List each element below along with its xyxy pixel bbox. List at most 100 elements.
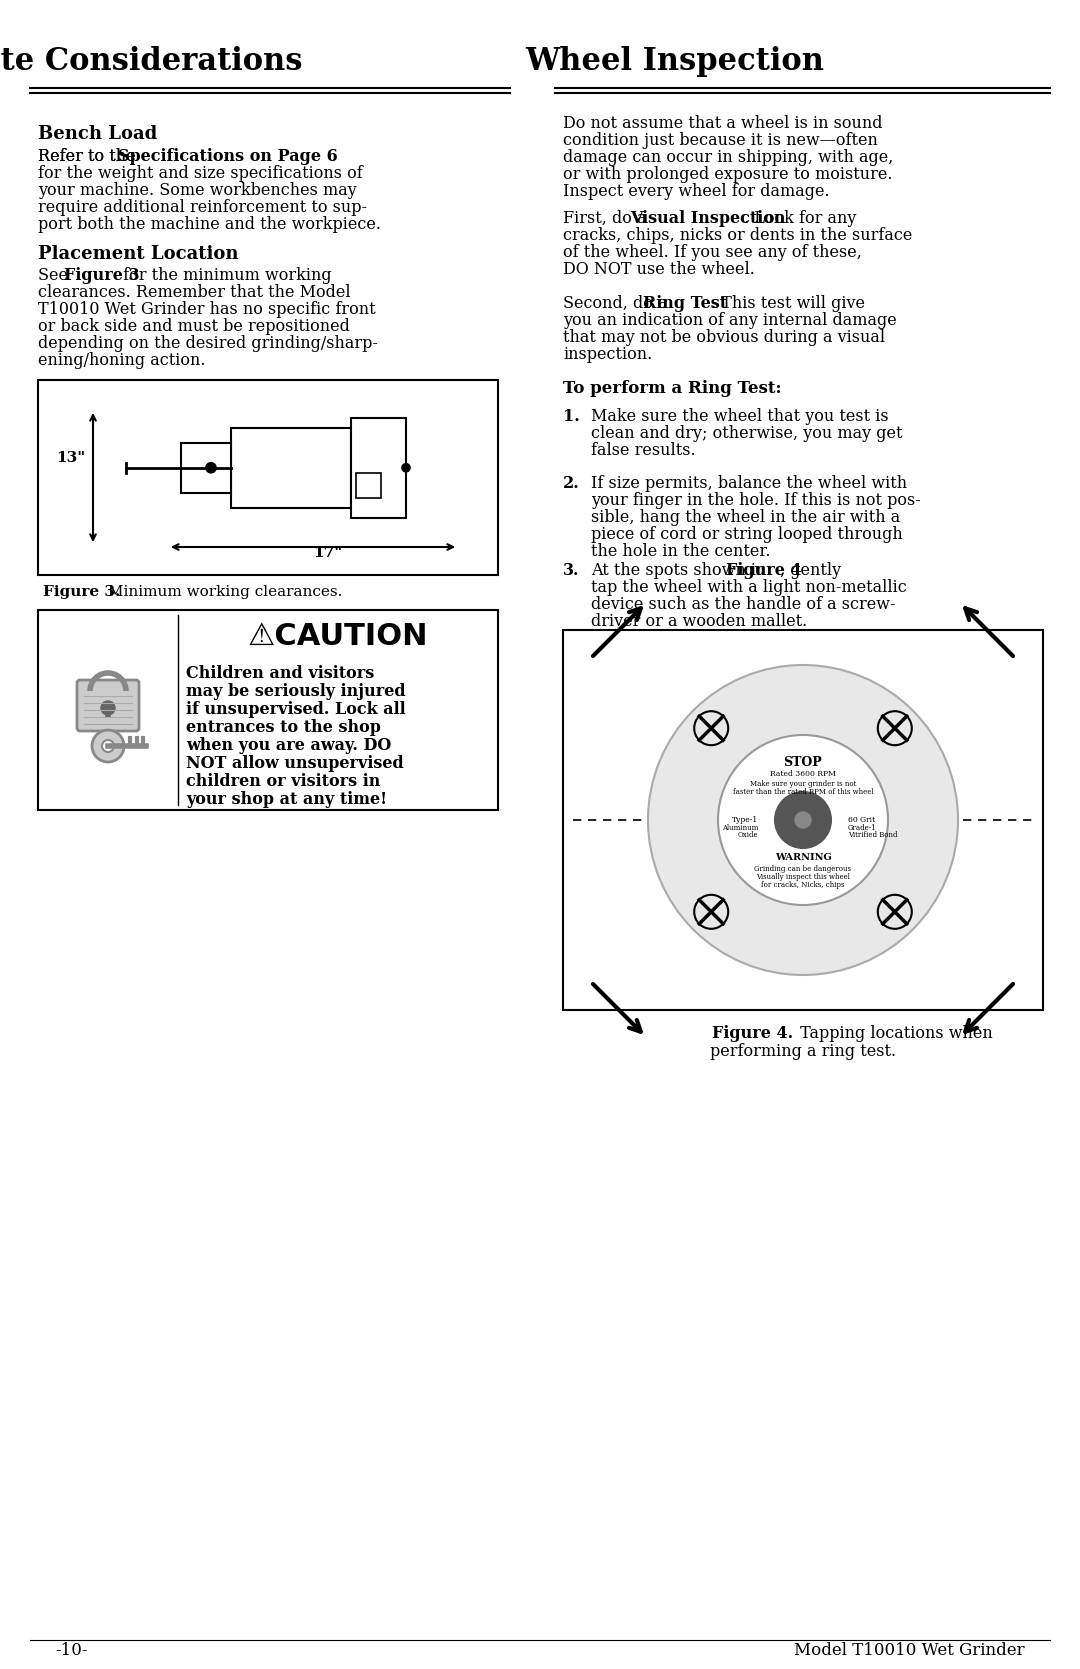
Text: Second, do a: Second, do a bbox=[563, 295, 673, 312]
Text: Grinding can be dangerous: Grinding can be dangerous bbox=[755, 866, 851, 873]
Text: T10010 Wet Grinder has no specific front: T10010 Wet Grinder has no specific front bbox=[38, 300, 376, 319]
Bar bbox=[181, 442, 231, 492]
Bar bbox=[231, 427, 351, 507]
Text: Refer to the: Refer to the bbox=[38, 149, 140, 165]
FancyBboxPatch shape bbox=[563, 629, 1043, 1010]
Text: false results.: false results. bbox=[591, 442, 696, 459]
Circle shape bbox=[206, 462, 216, 472]
Text: Placement Location: Placement Location bbox=[38, 245, 239, 264]
Text: Make sure the wheel that you test is: Make sure the wheel that you test is bbox=[591, 407, 889, 426]
Text: Figure 3.: Figure 3. bbox=[43, 586, 120, 599]
Text: for the weight and size specifications of: for the weight and size specifications o… bbox=[38, 165, 363, 182]
FancyBboxPatch shape bbox=[77, 679, 139, 731]
Text: your finger in the hole. If this is not pos-: your finger in the hole. If this is not … bbox=[591, 492, 921, 509]
Text: Specifications on Page 6: Specifications on Page 6 bbox=[118, 149, 338, 165]
Text: driver or a wooden mallet.: driver or a wooden mallet. bbox=[591, 613, 807, 629]
Circle shape bbox=[718, 734, 888, 905]
Text: may be seriously injured: may be seriously injured bbox=[186, 683, 406, 699]
Text: 17": 17" bbox=[313, 546, 342, 561]
Circle shape bbox=[795, 813, 811, 828]
Text: Site Considerations: Site Considerations bbox=[0, 47, 302, 77]
Text: children or visitors in: children or visitors in bbox=[186, 773, 380, 789]
Text: Rated 3600 RPM: Rated 3600 RPM bbox=[770, 771, 836, 778]
Text: piece of cord or string looped through: piece of cord or string looped through bbox=[591, 526, 903, 542]
Text: of the wheel. If you see any of these,: of the wheel. If you see any of these, bbox=[563, 244, 862, 260]
Text: Oxide: Oxide bbox=[738, 831, 758, 840]
Text: Vitrified Bond: Vitrified Bond bbox=[848, 831, 897, 840]
Text: Visually inspect this wheel: Visually inspect this wheel bbox=[756, 873, 850, 881]
Text: entrances to the shop: entrances to the shop bbox=[186, 719, 381, 736]
Text: Type-1: Type-1 bbox=[732, 816, 758, 824]
Text: DO NOT use the wheel.: DO NOT use the wheel. bbox=[563, 260, 755, 279]
Text: clearances. Remember that the Model: clearances. Remember that the Model bbox=[38, 284, 351, 300]
Text: . This test will give: . This test will give bbox=[711, 295, 865, 312]
Text: See: See bbox=[38, 267, 73, 284]
Text: port both the machine and the workpiece.: port both the machine and the workpiece. bbox=[38, 215, 381, 234]
Text: 3.: 3. bbox=[563, 562, 580, 579]
Text: , gently: , gently bbox=[780, 562, 841, 579]
Text: Bench Load: Bench Load bbox=[38, 125, 158, 144]
Text: or back side and must be repositioned: or back side and must be repositioned bbox=[38, 319, 350, 335]
Text: faster than the rated RPM of this wheel: faster than the rated RPM of this wheel bbox=[732, 788, 874, 796]
Text: tap the wheel with a light non-metallic: tap the wheel with a light non-metallic bbox=[591, 579, 907, 596]
Text: 60 Grit: 60 Grit bbox=[848, 816, 875, 824]
Text: Minimum working clearances.: Minimum working clearances. bbox=[103, 586, 342, 599]
Text: Model T10010 Wet Grinder: Model T10010 Wet Grinder bbox=[795, 1642, 1025, 1659]
Circle shape bbox=[92, 729, 124, 763]
Text: Children and visitors: Children and visitors bbox=[186, 664, 375, 683]
Text: cracks, chips, nicks or dents in the surface: cracks, chips, nicks or dents in the sur… bbox=[563, 227, 913, 244]
Text: clean and dry; otherwise, you may get: clean and dry; otherwise, you may get bbox=[591, 426, 903, 442]
Text: Do not assume that a wheel is in sound: Do not assume that a wheel is in sound bbox=[563, 115, 882, 132]
Text: WARNING: WARNING bbox=[774, 853, 832, 863]
Text: Figure 4: Figure 4 bbox=[726, 562, 801, 579]
Text: 2.: 2. bbox=[563, 476, 580, 492]
Bar bbox=[351, 417, 406, 517]
Text: ening/honing action.: ening/honing action. bbox=[38, 352, 205, 369]
Text: for cracks, Nicks, chips: for cracks, Nicks, chips bbox=[761, 881, 845, 888]
Text: depending on the desired grinding/sharp-: depending on the desired grinding/sharp- bbox=[38, 335, 378, 352]
Text: To perform a Ring Test:: To perform a Ring Test: bbox=[563, 381, 782, 397]
Text: NOT allow unsupervised: NOT allow unsupervised bbox=[186, 754, 404, 773]
Text: Figure 3: Figure 3 bbox=[64, 267, 139, 284]
Text: ⚠CAUTION: ⚠CAUTION bbox=[247, 623, 429, 651]
Text: At the spots shown in: At the spots shown in bbox=[591, 562, 771, 579]
Text: -10-: -10- bbox=[55, 1642, 87, 1659]
Text: First, do a: First, do a bbox=[563, 210, 651, 227]
FancyBboxPatch shape bbox=[38, 381, 498, 576]
Text: Make sure your grinder is not: Make sure your grinder is not bbox=[750, 779, 856, 788]
Text: the hole in the center.: the hole in the center. bbox=[591, 542, 770, 561]
Bar bbox=[356, 472, 381, 497]
Text: when you are away. DO: when you are away. DO bbox=[186, 738, 391, 754]
Text: Ring Test: Ring Test bbox=[643, 295, 727, 312]
Text: your shop at any time!: your shop at any time! bbox=[186, 791, 387, 808]
Text: damage can occur in shipping, with age,: damage can occur in shipping, with age, bbox=[563, 149, 893, 165]
Text: STOP: STOP bbox=[784, 756, 822, 769]
Text: device such as the handle of a screw-: device such as the handle of a screw- bbox=[591, 596, 895, 613]
Text: Grade-1: Grade-1 bbox=[848, 823, 877, 831]
Text: 1.: 1. bbox=[563, 407, 580, 426]
Text: inspection.: inspection. bbox=[563, 345, 652, 362]
Circle shape bbox=[775, 793, 831, 848]
Text: 13": 13" bbox=[56, 451, 85, 466]
Text: If size permits, balance the wheel with: If size permits, balance the wheel with bbox=[591, 476, 907, 492]
Text: performing a ring test.: performing a ring test. bbox=[710, 1043, 896, 1060]
Text: Figure 4.: Figure 4. bbox=[712, 1025, 793, 1041]
Text: or with prolonged exposure to moisture.: or with prolonged exposure to moisture. bbox=[563, 165, 892, 184]
Text: you an indication of any internal damage: you an indication of any internal damage bbox=[563, 312, 896, 329]
Circle shape bbox=[402, 464, 410, 472]
Text: sible, hang the wheel in the air with a: sible, hang the wheel in the air with a bbox=[591, 509, 901, 526]
FancyBboxPatch shape bbox=[38, 609, 498, 809]
Text: Inspect every wheel for damage.: Inspect every wheel for damage. bbox=[563, 184, 829, 200]
Text: Visual Inspection: Visual Inspection bbox=[630, 210, 785, 227]
Text: . Look for any: . Look for any bbox=[744, 210, 856, 227]
Text: your machine. Some workbenches may: your machine. Some workbenches may bbox=[38, 182, 356, 199]
Text: if unsupervised. Lock all: if unsupervised. Lock all bbox=[186, 701, 406, 718]
Text: Wheel Inspection: Wheel Inspection bbox=[526, 47, 824, 77]
Text: for the minimum working: for the minimum working bbox=[118, 267, 332, 284]
Text: Aluminum: Aluminum bbox=[721, 823, 758, 831]
Text: that may not be obvious during a visual: that may not be obvious during a visual bbox=[563, 329, 886, 345]
Text: Refer to the: Refer to the bbox=[38, 149, 140, 165]
Circle shape bbox=[102, 701, 114, 714]
Circle shape bbox=[102, 739, 114, 753]
Text: condition just because it is new—often: condition just because it is new—often bbox=[563, 132, 878, 149]
